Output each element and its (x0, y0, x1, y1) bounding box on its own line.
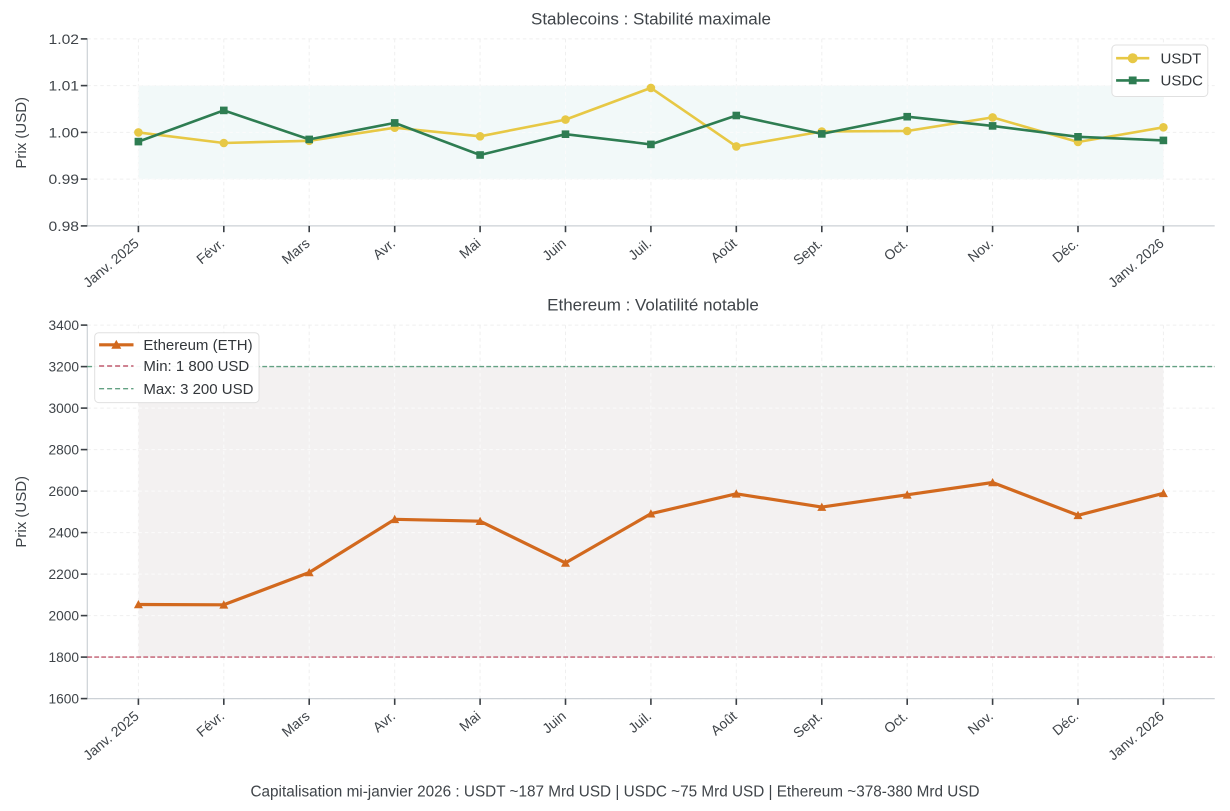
svg-text:2800: 2800 (49, 442, 80, 458)
svg-text:3000: 3000 (49, 400, 80, 416)
svg-text:Prix (USD): Prix (USD) (13, 476, 30, 548)
svg-text:USDC: USDC (1161, 73, 1204, 90)
svg-text:1.02: 1.02 (49, 31, 80, 47)
svg-text:1.01: 1.01 (49, 78, 80, 94)
svg-text:3400: 3400 (49, 317, 80, 333)
svg-text:Ethereum (ETH): Ethereum (ETH) (143, 337, 252, 354)
svg-text:Max: 3 200 USD: Max: 3 200 USD (143, 381, 253, 398)
svg-text:Capitalisation mi-janvier 2026: Capitalisation mi-janvier 2026 : USDT ~1… (250, 784, 979, 801)
svg-text:1600: 1600 (49, 691, 80, 707)
svg-text:0.98: 0.98 (49, 218, 80, 234)
svg-text:Prix (USD): Prix (USD) (13, 97, 30, 169)
svg-text:0.99: 0.99 (49, 171, 80, 187)
svg-text:Ethereum : Volatilité notable: Ethereum : Volatilité notable (547, 296, 759, 315)
svg-text:2000: 2000 (49, 608, 80, 624)
svg-text:3200: 3200 (49, 359, 80, 375)
svg-text:Stablecoins : Stabilité maxima: Stablecoins : Stabilité maximale (531, 10, 771, 29)
svg-text:USDT: USDT (1161, 50, 1202, 67)
svg-text:2200: 2200 (49, 566, 80, 582)
svg-text:2600: 2600 (49, 483, 80, 499)
svg-text:Min: 1 800 USD: Min: 1 800 USD (143, 358, 249, 375)
svg-text:1800: 1800 (49, 649, 80, 665)
svg-text:1.00: 1.00 (49, 124, 80, 140)
svg-text:2400: 2400 (49, 525, 80, 541)
